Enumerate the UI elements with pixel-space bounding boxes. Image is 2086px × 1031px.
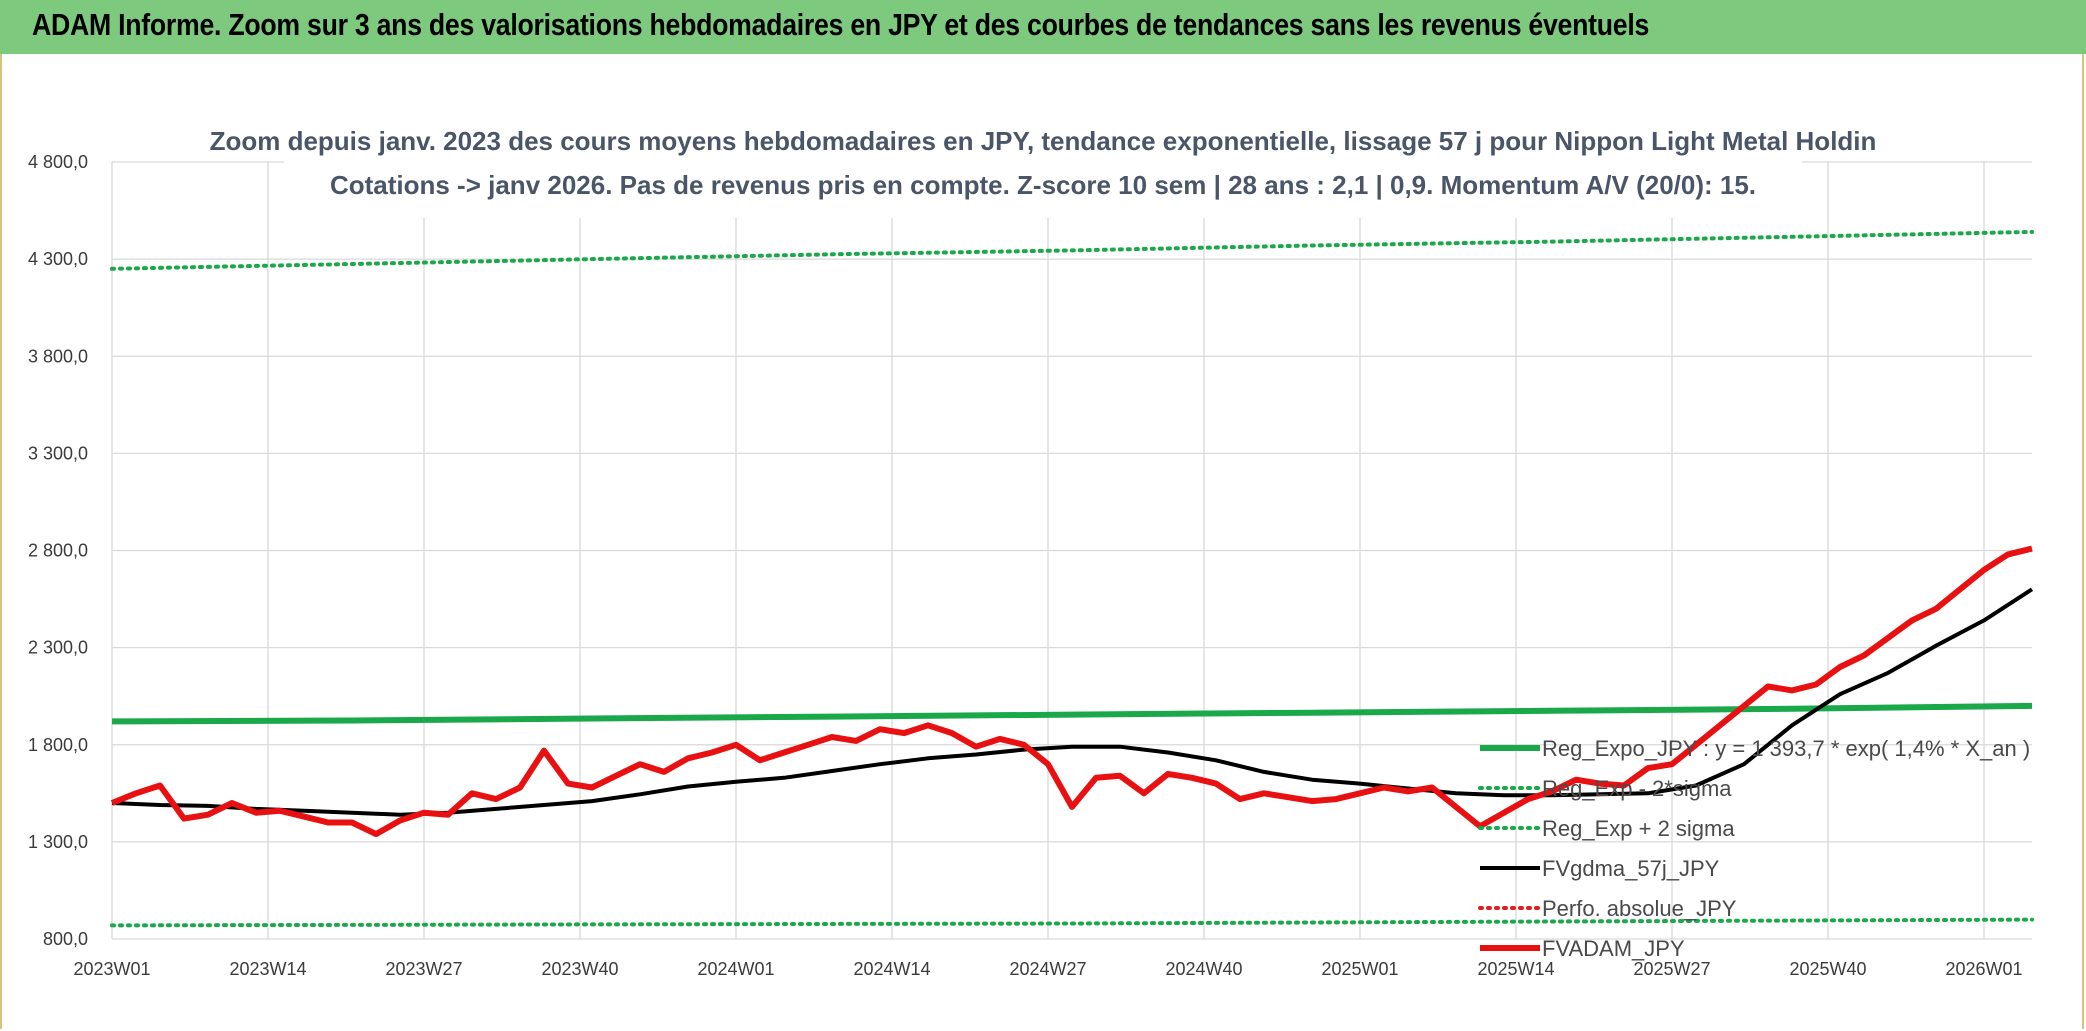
x-tick-label: 2024W01 (697, 959, 774, 979)
series-line-1 (110, 917, 2034, 928)
y-tick-label: 4 300,0 (28, 249, 88, 269)
y-tick-label: 3 300,0 (28, 443, 88, 463)
chart-frame: 800,0 1 300,0 1 800,0 2 300,0 2 800,0 3 300,0… (0, 54, 2084, 1029)
y-tick-label: 1 300,0 (28, 832, 88, 852)
grid (111, 161, 2032, 940)
line-chart: 800,0 1 300,0 1 800,0 2 300,0 2 800,0 3 300,0… (28, 114, 2034, 979)
y-tick-label: 3 800,0 (28, 346, 88, 366)
x-tick-label: 2025W40 (1789, 959, 1866, 979)
y-tick-label: 2 800,0 (28, 541, 88, 561)
legend-label: Perfo. absolue_JPY (1542, 896, 1737, 921)
x-tick-label: 2025W01 (1321, 959, 1398, 979)
series-line-0 (111, 702, 2033, 725)
x-tick-label: 2024W14 (853, 959, 930, 979)
x-tick-label: 2024W27 (1009, 959, 1086, 979)
y-axis-ticks: 800,0 1 300,0 1 800,0 2 300,0 2 800,0 3 300,0… (28, 152, 88, 949)
x-tick-label: 2024W40 (1165, 959, 1242, 979)
y-tick-label: 4 800,0 (28, 152, 88, 172)
legend-label: Reg_Expo_JPY : y = 1 393,7 * exp( 1,4% *… (1542, 736, 2030, 761)
x-tick-label: 2023W14 (229, 959, 306, 979)
x-tick-label: 2023W27 (385, 959, 462, 979)
x-tick-label: 2023W40 (541, 959, 618, 979)
y-tick-label: 800,0 (43, 929, 88, 949)
y-tick-label: 2 300,0 (28, 638, 88, 658)
legend-label: FVgdma_57j_JPY (1542, 856, 1720, 881)
report-banner: ADAM Informe. Zoom sur 3 ans des valoris… (0, 0, 2086, 54)
series-line-3 (111, 587, 2034, 817)
series-line-2 (110, 229, 2034, 271)
x-axis-ticks: 2023W01 2023W14 2023W27 2023W40 2024W01 2024W… (73, 959, 2022, 979)
title-background (284, 114, 1802, 218)
series-lines (110, 229, 2034, 928)
chart-title-line-1: Zoom depuis janv. 2023 des cours moyens … (210, 126, 1877, 156)
x-tick-label: 2025W27 (1633, 959, 1710, 979)
x-tick-label: 2025W14 (1477, 959, 1554, 979)
y-tick-label: 1 800,0 (28, 735, 88, 755)
x-tick-label: 2026W01 (1945, 959, 2022, 979)
legend: Reg_Expo_JPY : y = 1 393,7 * exp( 1,4% *… (1478, 736, 2030, 961)
series-line-5 (110, 545, 2033, 838)
legend-label: Reg_Exp + 2 sigma (1542, 816, 1735, 841)
x-tick-label: 2023W01 (73, 959, 150, 979)
legend-label: Reg_Exp - 2*sigma (1542, 776, 1732, 801)
report-title: ADAM Informe. Zoom sur 3 ans des valoris… (32, 7, 1650, 42)
chart-title-line-2: Cotations -> janv 2026. Pas de revenus p… (330, 170, 1756, 200)
legend-label: FVADAM_JPY (1542, 936, 1685, 961)
